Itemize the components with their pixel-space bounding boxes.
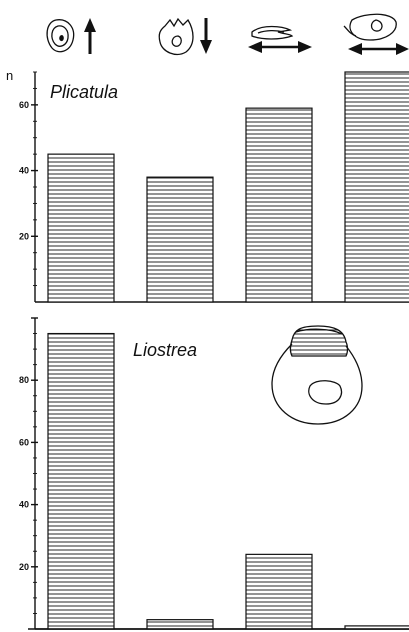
panel-title-liostrea: Liostrea	[133, 340, 197, 360]
liostrea-panel: Liostrea 20 40 60 80	[19, 317, 409, 630]
bar-2	[146, 176, 214, 303]
y-tick-label: 60	[19, 100, 29, 110]
plicatula-panel: n Plicatula 20 40 60	[6, 68, 409, 303]
bar-4	[344, 71, 409, 303]
y-tick-label: 60	[19, 437, 29, 447]
y-tick-label: 40	[19, 166, 29, 176]
y-tick-label: 20	[19, 231, 29, 241]
flat-shell-with-horizontal-arrow-icon	[248, 25, 312, 53]
y-tick-label: 20	[19, 562, 29, 572]
shell-with-up-arrow-icon	[46, 18, 96, 54]
panel-title-plicatula: Plicatula	[50, 82, 118, 102]
bar-1	[47, 153, 115, 303]
liostrea-shell-icon	[271, 325, 363, 425]
bar-1	[47, 332, 115, 630]
shell-with-horizontal-arrow-icon	[343, 13, 409, 55]
bar-2	[146, 619, 214, 630]
shell-with-down-arrow-icon	[158, 17, 212, 56]
bars-plicatula	[47, 71, 409, 303]
y-axis-label: n	[6, 68, 13, 83]
bar-3	[245, 553, 313, 630]
y-tick-label: 40	[19, 500, 29, 510]
bars-liostrea	[47, 332, 409, 630]
bar-3	[245, 107, 313, 303]
y-tick-label: 80	[19, 375, 29, 385]
